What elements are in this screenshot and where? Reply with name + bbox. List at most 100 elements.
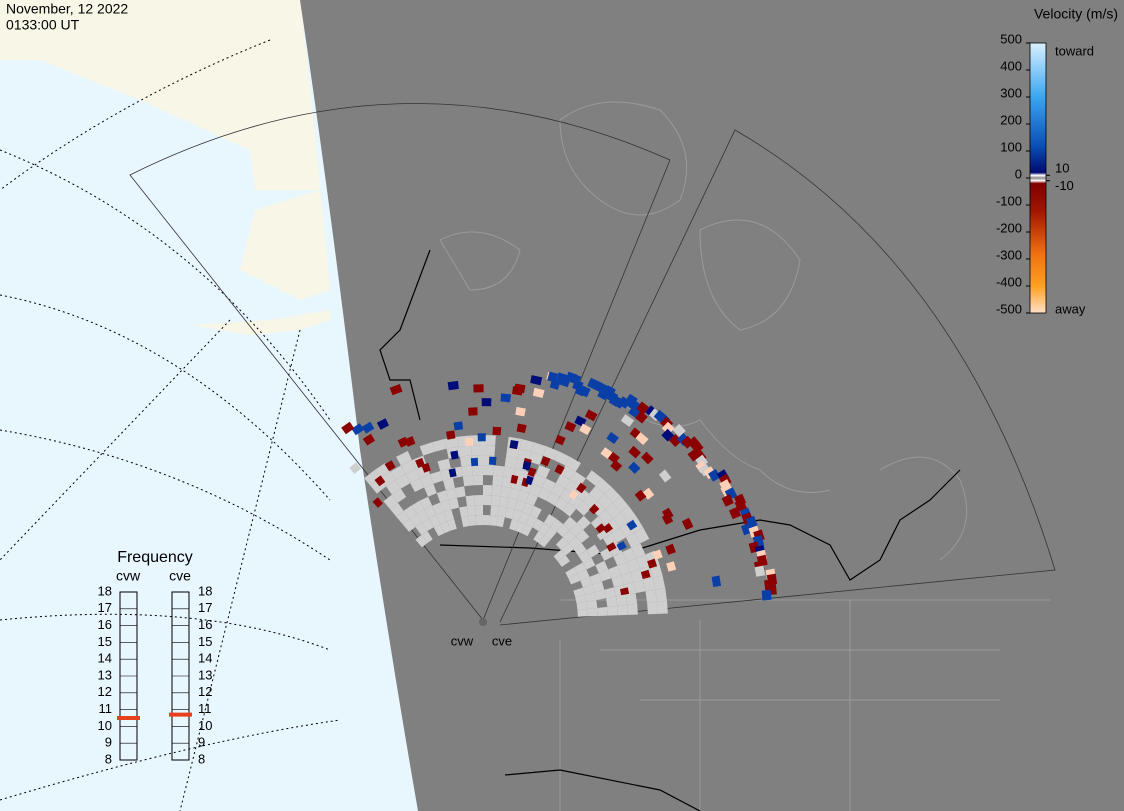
- echo-cell: [490, 505, 499, 516]
- echo-cell: [525, 493, 538, 506]
- echo-cell: [550, 518, 564, 532]
- echo-cell: [389, 384, 403, 396]
- echo-cell: [633, 580, 646, 594]
- echo-cell: [617, 604, 628, 616]
- echo-cell: [597, 494, 614, 510]
- frequency-tick-label: 8: [198, 751, 205, 766]
- echo-cell: [419, 496, 433, 510]
- echo-cell: [587, 608, 598, 617]
- echo-cell: [467, 505, 476, 516]
- site-label: cve: [492, 633, 512, 648]
- frequency-tick-label: 13: [198, 667, 212, 682]
- echo-cell: [509, 488, 521, 500]
- echo-cell: [424, 483, 437, 497]
- echo-cell: [556, 524, 570, 538]
- echo-cell: [604, 587, 616, 599]
- echo-cell: [430, 471, 443, 484]
- echo-cell: [461, 465, 473, 477]
- echo-cell: [391, 488, 407, 503]
- echo-cell: [626, 558, 640, 573]
- echo-cell: [600, 447, 613, 459]
- echo-cell: [555, 537, 569, 550]
- echo-cell: [440, 521, 451, 534]
- echo-cell: [634, 489, 647, 502]
- frequency-tick-label: 9: [105, 735, 112, 750]
- echo-cell: [341, 421, 355, 435]
- echo-cell: [729, 506, 742, 520]
- echo-cell: [606, 542, 617, 552]
- echo-cell: [477, 433, 486, 442]
- echo-cell: [405, 469, 420, 484]
- echo-cell: [533, 531, 545, 544]
- echo-cell: [576, 482, 587, 494]
- echo-cell: [436, 511, 448, 525]
- frequency-tick-label: 17: [98, 600, 112, 615]
- echo-cell: [415, 522, 428, 536]
- echo-cell: [652, 575, 666, 590]
- echo-cell: [411, 500, 425, 514]
- echo-cell: [516, 423, 527, 433]
- echo-cell: [461, 516, 470, 528]
- echo-cell: [606, 431, 619, 444]
- echo-cell: [641, 451, 654, 465]
- echo-cell: [570, 471, 586, 487]
- echo-cell: [403, 505, 417, 519]
- frequency-tick-label: 10: [198, 718, 212, 733]
- echo-cell: [595, 560, 609, 574]
- echo-cell: [504, 456, 518, 469]
- echo-cell: [625, 532, 641, 548]
- echo-cell: [389, 502, 404, 517]
- echo-cell: [586, 600, 598, 609]
- frequency-tick-label: 15: [198, 634, 212, 649]
- echo-cell: [565, 480, 580, 495]
- echo-cell: [410, 478, 424, 492]
- echo-cell: [458, 445, 472, 457]
- colorbar-inner-label: 10: [1055, 161, 1069, 176]
- echo-cell: [395, 474, 411, 489]
- echo-cell: [546, 492, 560, 506]
- echo-cell: [506, 446, 520, 459]
- echo-cell: [500, 393, 511, 403]
- colorbar-tick-label: 0: [1015, 166, 1022, 181]
- echo-cell: [554, 497, 569, 511]
- colorbar-tick-label: -500: [996, 301, 1022, 316]
- echo-cell: [390, 465, 406, 481]
- echo-cell: [658, 469, 672, 483]
- echo-cell: [627, 603, 638, 615]
- echo-cell: [643, 577, 656, 592]
- echo-cell: [655, 587, 667, 602]
- echo-cell: [506, 497, 518, 510]
- echo-cell: [386, 480, 401, 495]
- echo-cell: [528, 451, 543, 465]
- echo-cell: [598, 509, 613, 525]
- echo-cell: [631, 543, 646, 559]
- echo-cell: [665, 543, 676, 555]
- echo-cell: [628, 445, 641, 459]
- echo-cell: [573, 562, 587, 574]
- echo-cell: [443, 478, 455, 491]
- echo-cell: [613, 496, 629, 513]
- echo-cell: [518, 511, 530, 525]
- echo-cell: [604, 486, 621, 503]
- colorbar-tick-label: -400: [996, 274, 1022, 289]
- echo-cell: [615, 594, 628, 606]
- echo-cell: [465, 437, 474, 447]
- echo-cell: [473, 384, 484, 393]
- echo-cell: [562, 530, 576, 543]
- echo-cell: [555, 474, 571, 489]
- echo-cell: [754, 565, 766, 577]
- echo-cell: [711, 575, 722, 587]
- echo-cell: [514, 383, 526, 394]
- echo-cell: [602, 523, 613, 534]
- echo-cell: [489, 515, 498, 526]
- echo-cell: [647, 558, 658, 569]
- echo-cell: [497, 506, 507, 518]
- colorbar-title: Velocity (m/s): [1034, 6, 1118, 22]
- echo-cell: [453, 421, 463, 431]
- echo-cell: [636, 554, 650, 569]
- echo-cell: [444, 436, 459, 449]
- echo-cell: [362, 433, 375, 446]
- radar-site: [479, 618, 487, 626]
- echo-cell: [634, 527, 650, 544]
- echo-cell: [617, 561, 631, 576]
